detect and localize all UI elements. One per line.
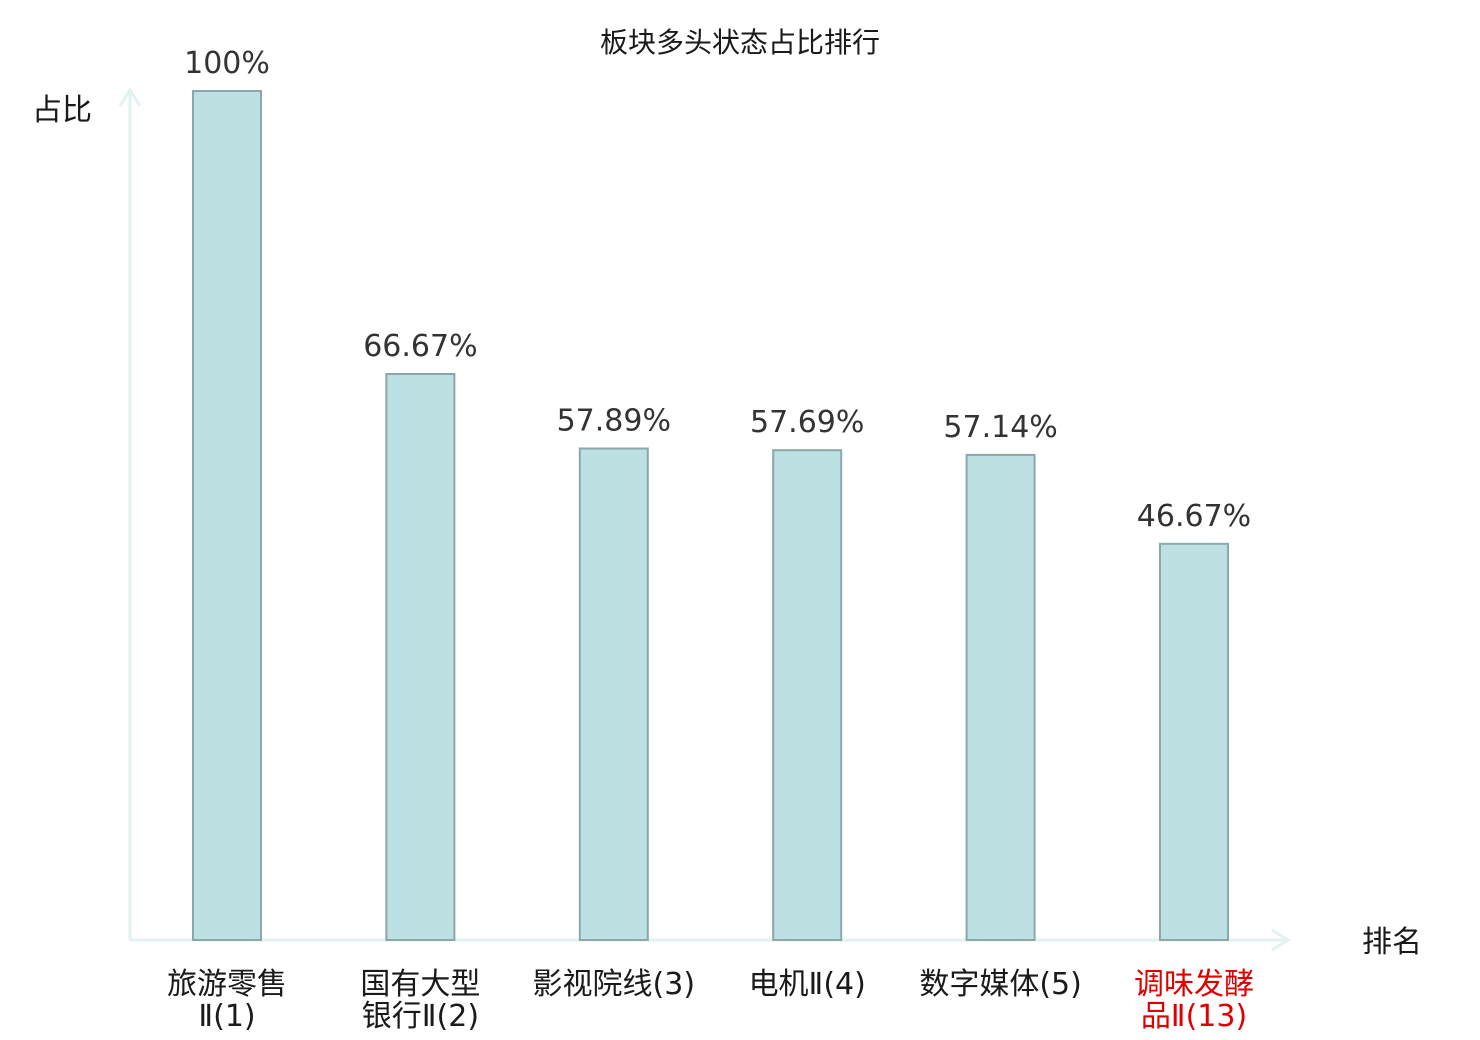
category-label-line: 数字媒体(5) [919,967,1082,1002]
category-label-line: 国有大型 [360,967,480,1002]
value-label-1: 100% [184,46,270,81]
value-label-6: 46.67% [1137,499,1251,534]
value-label-3: 57.89% [557,404,671,439]
axes [118,87,1291,952]
chart-title: 板块多头状态占比排行 [600,26,880,59]
value-label-5: 57.14% [943,410,1057,445]
category-label-line: 电机Ⅱ(4) [749,967,866,1002]
value-label-2: 66.67% [363,329,477,364]
category-label-4: 电机Ⅱ(4) [749,967,866,1002]
category-labels: 旅游零售 Ⅱ(1) 国有大型银行Ⅱ(2) 影视院线(3) 电机Ⅱ(4) 数字媒体(5) 调味… [167,967,1254,1034]
category-label-line: 影视院线(3) [533,967,696,1002]
y-axis-arrow [118,87,142,107]
x-axis-label: 排名 [1362,925,1422,960]
value-label-4: 57.69% [750,405,864,440]
y-axis-label: 占比 [32,93,92,128]
bar-3 [578,447,649,941]
category-label-6: 调味发酵品Ⅱ(13) [1134,967,1254,1034]
x-axis-arrow [1271,928,1291,952]
category-label-1: 旅游零售 Ⅱ(1) [167,967,287,1034]
bar-4 [772,449,843,941]
bar-5 [965,453,1036,941]
category-label-line: Ⅱ(1) [198,999,255,1034]
value-labels: 100% 66.67% 57.89% 57.69% 57.14% 46.67% [184,46,1251,534]
category-label-2: 国有大型银行Ⅱ(2) [360,967,480,1034]
bar-2 [385,373,456,941]
category-label-5: 数字媒体(5) [919,967,1082,1002]
bar-1 [192,90,262,941]
category-label-line: 银行Ⅱ(2) [362,999,479,1034]
category-label-line: 调味发酵 [1134,967,1254,1002]
category-label-line: 品Ⅱ(13) [1141,999,1247,1034]
bars [192,90,1229,941]
bar-6 [1159,542,1229,941]
category-label-line: 旅游零售 [167,967,287,1002]
category-label-3: 影视院线(3) [533,967,696,1002]
